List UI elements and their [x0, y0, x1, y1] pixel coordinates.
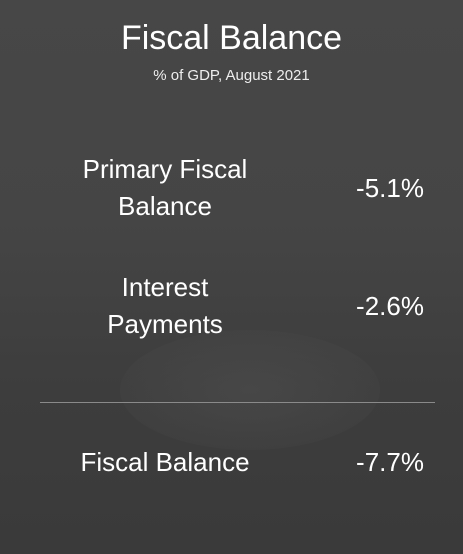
total-row: Fiscal Balance -7.7%	[0, 422, 463, 502]
subtitle: % of GDP, August 2021	[153, 67, 310, 84]
background-glow	[120, 330, 380, 450]
row-value: -5.1%	[356, 172, 424, 203]
row-label: Primary Fiscal Balance	[82, 154, 248, 221]
total-value: -7.7%	[356, 446, 424, 477]
row-label: Interest Payments	[107, 272, 223, 339]
row: Interest Payments -2.6%	[0, 266, 463, 346]
row: Primary Fiscal Balance -5.1%	[0, 148, 463, 228]
row-value: -2.6%	[356, 290, 424, 321]
divider	[40, 402, 435, 403]
total-label: Fiscal Balance	[80, 446, 250, 477]
title: Fiscal Balance	[120, 19, 343, 57]
